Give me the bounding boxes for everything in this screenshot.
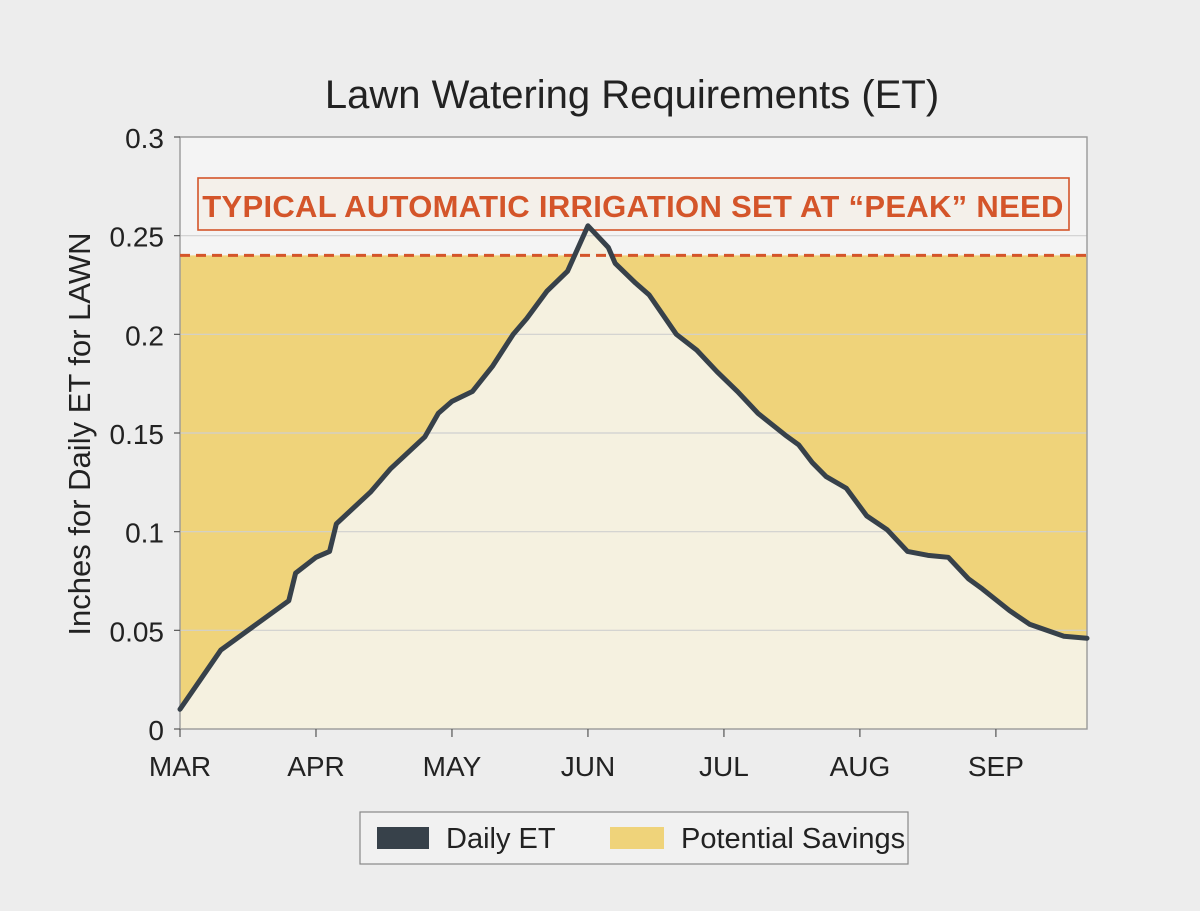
x-tick-label-jun: JUN bbox=[561, 751, 615, 782]
y-tick-label-6: 0.3 bbox=[125, 123, 164, 154]
x-tick-label-apr: APR bbox=[287, 751, 345, 782]
y-tick-label-1: 0.05 bbox=[110, 616, 165, 647]
plot-area: TYPICAL AUTOMATIC IRRIGATION SET AT “PEA… bbox=[110, 123, 1090, 782]
x-tick-label-may: MAY bbox=[423, 751, 482, 782]
y-tick-label-4: 0.2 bbox=[125, 320, 164, 351]
legend-swatch-daily-et bbox=[377, 827, 429, 849]
x-tick-label-sep: SEP bbox=[968, 751, 1024, 782]
y-tick-label-0: 0 bbox=[148, 715, 164, 746]
daily-et-area bbox=[180, 225, 1087, 730]
daily-et-line bbox=[177, 223, 1090, 712]
legend-label-daily-et: Daily ET bbox=[446, 823, 556, 855]
y-tick-label-3: 0.15 bbox=[110, 419, 165, 450]
x-tick-label-aug: AUG bbox=[830, 751, 891, 782]
y-tick-label-5: 0.25 bbox=[110, 222, 165, 253]
peak-annotation-box bbox=[197, 177, 1070, 231]
y-axis-label: Inches for Daily ET for LAWN bbox=[62, 232, 97, 635]
legend-swatch-potential-savings bbox=[610, 827, 664, 849]
y-tick-label-2: 0.1 bbox=[125, 518, 164, 549]
x-tick-label-mar: MAR bbox=[149, 751, 211, 782]
chart-title: Lawn Watering Requirements (ET) bbox=[325, 73, 939, 117]
x-tick-label-jul: JUL bbox=[699, 751, 749, 782]
legend: Daily ET Potential Savings bbox=[359, 811, 909, 865]
legend-label-potential-savings: Potential Savings bbox=[681, 823, 905, 855]
peak-annotation-label: TYPICAL AUTOMATIC IRRIGATION SET AT “PEA… bbox=[202, 189, 1063, 224]
